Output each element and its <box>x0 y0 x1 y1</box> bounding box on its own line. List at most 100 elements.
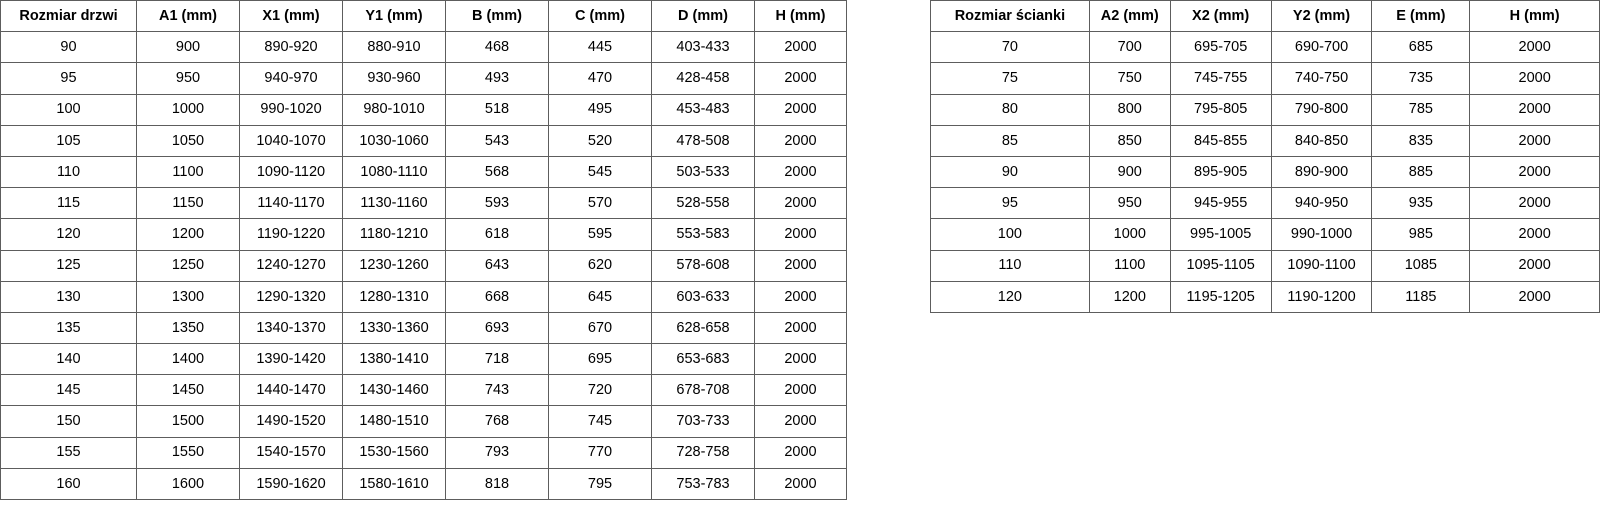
table-cell: 2000 <box>754 249 847 282</box>
table-cell: 1290-1320 <box>239 280 343 313</box>
table-cell: 1330-1360 <box>342 311 446 345</box>
table-cell: 1100 <box>1088 249 1171 282</box>
table-cell: 518 <box>445 93 549 126</box>
table-cell: 1200 <box>136 218 240 251</box>
table-row: 100 1000 995-1005 990-1000 985 2000 <box>930 218 1600 251</box>
table-row: 160 1600 1590-1620 1580-1610 818 795 753-783 20… <box>0 467 847 501</box>
table-cell: 690-700 <box>1270 31 1373 64</box>
table-cell: 1100 <box>136 155 240 189</box>
column-header-y2: Y2 (mm) <box>1270 0 1373 33</box>
table-row: 140 1400 1390-1420 1380-1410 718 695 653-683 20… <box>0 343 847 376</box>
table-cell: 2000 <box>1469 124 1600 157</box>
table-cell: 620 <box>548 249 652 282</box>
table-cell: 703-733 <box>651 405 755 438</box>
table-cell: 890-900 <box>1270 155 1373 189</box>
table-cell: 793 <box>445 436 549 469</box>
table-cell: 750 <box>1088 62 1171 95</box>
table-cell: 768 <box>445 405 549 438</box>
table-cell: 2000 <box>754 405 847 438</box>
table-cell: 1590-1620 <box>239 467 343 501</box>
table-row: 145 1450 1440-1470 1430-1460 743 720 678-708 20… <box>0 374 847 407</box>
table-row: 120 1200 1190-1220 1180-1210 618 595 553-583 20… <box>0 218 847 251</box>
table-cell: 2000 <box>754 93 847 126</box>
table-cell: 1200 <box>1088 280 1171 313</box>
table-cell: 2000 <box>1469 280 1600 313</box>
table-cell: 95 <box>0 62 137 95</box>
table-cell: 645 <box>548 280 652 313</box>
table-cell: 1030-1060 <box>342 124 446 157</box>
table-cell: 990-1020 <box>239 93 343 126</box>
table-cell: 745-755 <box>1169 62 1272 95</box>
table-cell: 1450 <box>136 374 240 407</box>
table-cell: 653-683 <box>651 343 755 376</box>
table-cell: 75 <box>930 62 1090 95</box>
table-cell: 1380-1410 <box>342 343 446 376</box>
table-cell: 1400 <box>136 343 240 376</box>
table-cell: 130 <box>0 280 137 313</box>
table-cell: 2000 <box>754 124 847 157</box>
table-cell: 668 <box>445 280 549 313</box>
table-cell: 685 <box>1371 31 1471 64</box>
table-cell: 990-1000 <box>1270 218 1373 251</box>
table-cell: 2000 <box>754 155 847 189</box>
table-cell: 735 <box>1371 62 1471 95</box>
table-cell: 1080-1110 <box>342 155 446 189</box>
table-cell: 115 <box>0 187 137 220</box>
table-cell: 1000 <box>1088 218 1171 251</box>
table-cell: 1550 <box>136 436 240 469</box>
table-cell: 1250 <box>136 249 240 282</box>
table-cell: 1130-1160 <box>342 187 446 220</box>
table-row: 155 1550 1540-1570 1530-1560 793 770 728-758 20… <box>0 436 847 469</box>
table-cell: 930-960 <box>342 62 446 95</box>
table-cell: 1280-1310 <box>342 280 446 313</box>
table-cell: 2000 <box>754 31 847 64</box>
table-cell: 1090-1100 <box>1270 249 1373 282</box>
table-cell: 770 <box>548 436 652 469</box>
table-cell: 1240-1270 <box>239 249 343 282</box>
table-cell: 1430-1460 <box>342 374 446 407</box>
table-cell: 595 <box>548 218 652 251</box>
table-cell: 700 <box>1088 31 1171 64</box>
column-header-x2: X2 (mm) <box>1169 0 1272 33</box>
table-cell: 470 <box>548 62 652 95</box>
table-cell: 935 <box>1371 187 1471 220</box>
table-cell: 155 <box>0 436 137 469</box>
table-cell: 100 <box>930 218 1090 251</box>
wall-panel-size-specification-table: Rozmiar ścianki A2 (mm) X2 (mm) Y2 (mm) … <box>930 0 1600 313</box>
column-header-b: B (mm) <box>445 0 549 33</box>
table-cell: 2000 <box>754 436 847 469</box>
table-cell: 80 <box>930 93 1090 126</box>
column-header-wall-size: Rozmiar ścianki <box>930 0 1090 33</box>
table-cell: 628-658 <box>651 311 755 345</box>
table-cell: 790-800 <box>1270 93 1373 126</box>
table-cell: 785 <box>1371 93 1471 126</box>
table-cell: 125 <box>0 249 137 282</box>
table-cell: 1480-1510 <box>342 405 446 438</box>
table-cell: 995-1005 <box>1169 218 1272 251</box>
table-cell: 850 <box>1088 124 1171 157</box>
table-cell: 70 <box>930 31 1090 64</box>
table-row: 150 1500 1490-1520 1480-1510 768 745 703-733 20… <box>0 405 847 438</box>
column-header-y1: Y1 (mm) <box>342 0 446 33</box>
table-row: 115 1150 1140-1170 1130-1160 593 570 528-558 20… <box>0 187 847 220</box>
table-row: 105 1050 1040-1070 1030-1060 543 520 478-508 20… <box>0 124 847 157</box>
table-row: 110 1100 1095-1105 1090-1100 1085 2000 <box>930 249 1600 282</box>
column-header-h: H (mm) <box>754 0 847 33</box>
table-cell: 1340-1370 <box>239 311 343 345</box>
table-cell: 643 <box>445 249 549 282</box>
table-cell: 950 <box>1088 187 1171 220</box>
table-cell: 670 <box>548 311 652 345</box>
column-header-door-size: Rozmiar drzwi <box>0 0 137 33</box>
table-cell: 1140-1170 <box>239 187 343 220</box>
table-cell: 2000 <box>754 467 847 501</box>
table-cell: 678-708 <box>651 374 755 407</box>
table-cell: 110 <box>930 249 1090 282</box>
table-cell: 795-805 <box>1169 93 1272 126</box>
table-cell: 570 <box>548 187 652 220</box>
table-cell: 1090-1120 <box>239 155 343 189</box>
table-cell: 800 <box>1088 93 1171 126</box>
table-cell: 403-433 <box>651 31 755 64</box>
table-header-row: Rozmiar ścianki A2 (mm) X2 (mm) Y2 (mm) … <box>930 0 1600 33</box>
table-cell: 493 <box>445 62 549 95</box>
table-row: 120 1200 1195-1205 1190-1200 1185 2000 <box>930 280 1600 313</box>
